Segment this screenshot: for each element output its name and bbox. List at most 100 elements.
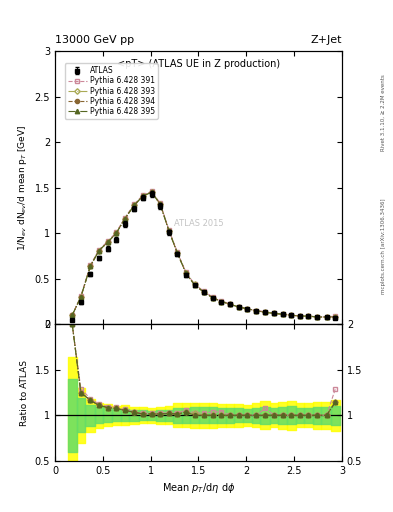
Pythia 6.428 394 bbox=[114, 230, 119, 237]
Pythia 6.428 394 bbox=[333, 314, 338, 320]
Pythia 6.428 391 bbox=[298, 313, 302, 319]
Pythia 6.428 395 bbox=[132, 202, 137, 208]
Pythia 6.428 393 bbox=[315, 314, 320, 320]
Pythia 6.428 391 bbox=[236, 304, 241, 310]
Pythia 6.428 391 bbox=[97, 247, 101, 253]
Text: mcplots.cern.ch [arXiv:1306.3436]: mcplots.cern.ch [arXiv:1306.3436] bbox=[381, 198, 386, 293]
Pythia 6.428 391 bbox=[324, 314, 329, 320]
Pythia 6.428 391 bbox=[79, 293, 83, 299]
Pythia 6.428 393 bbox=[236, 304, 241, 310]
Pythia 6.428 394 bbox=[236, 304, 241, 310]
Pythia 6.428 395 bbox=[123, 216, 127, 222]
Pythia 6.428 394 bbox=[132, 202, 137, 208]
Pythia 6.428 393 bbox=[202, 289, 207, 295]
Pythia 6.428 394 bbox=[253, 308, 258, 314]
Pythia 6.428 393 bbox=[306, 313, 311, 319]
Pythia 6.428 391 bbox=[132, 201, 137, 207]
Pythia 6.428 393 bbox=[167, 227, 171, 233]
Pythia 6.428 393 bbox=[228, 301, 232, 307]
Pythia 6.428 395 bbox=[289, 312, 294, 318]
Pythia 6.428 393 bbox=[141, 193, 145, 199]
Pythia 6.428 395 bbox=[158, 201, 163, 207]
Pythia 6.428 395 bbox=[253, 308, 258, 314]
Pythia 6.428 393 bbox=[97, 247, 101, 253]
Pythia 6.428 391 bbox=[263, 308, 268, 314]
Pythia 6.428 394 bbox=[211, 295, 215, 301]
Pythia 6.428 391 bbox=[192, 281, 197, 287]
Pythia 6.428 395 bbox=[280, 311, 285, 317]
Line: Pythia 6.428 394: Pythia 6.428 394 bbox=[70, 190, 337, 319]
Pythia 6.428 394 bbox=[184, 270, 188, 276]
Pythia 6.428 395 bbox=[175, 250, 180, 257]
Pythia 6.428 393 bbox=[333, 314, 338, 320]
Pythia 6.428 391 bbox=[175, 249, 180, 255]
Pythia 6.428 393 bbox=[263, 309, 268, 315]
Pythia 6.428 393 bbox=[298, 313, 302, 319]
Pythia 6.428 395 bbox=[70, 312, 75, 318]
Pythia 6.428 395 bbox=[88, 263, 93, 269]
Y-axis label: 1/N$_{ev}$ dN$_{ev}$/d mean p$_{T}$ [GeV]: 1/N$_{ev}$ dN$_{ev}$/d mean p$_{T}$ [GeV… bbox=[16, 124, 29, 251]
Pythia 6.428 395 bbox=[219, 298, 224, 305]
Pythia 6.428 393 bbox=[272, 310, 276, 316]
Pythia 6.428 391 bbox=[123, 215, 127, 221]
Pythia 6.428 395 bbox=[315, 314, 320, 320]
Pythia 6.428 393 bbox=[184, 270, 188, 276]
Pythia 6.428 391 bbox=[272, 310, 276, 316]
Pythia 6.428 391 bbox=[184, 269, 188, 275]
Pythia 6.428 395 bbox=[149, 189, 154, 196]
Pythia 6.428 391 bbox=[289, 312, 294, 318]
Pythia 6.428 393 bbox=[88, 263, 93, 269]
Pythia 6.428 391 bbox=[70, 312, 75, 318]
Pythia 6.428 394 bbox=[70, 312, 75, 318]
Pythia 6.428 394 bbox=[105, 239, 110, 245]
Pythia 6.428 391 bbox=[280, 311, 285, 317]
Pythia 6.428 393 bbox=[105, 239, 110, 245]
Pythia 6.428 394 bbox=[228, 301, 232, 307]
Pythia 6.428 393 bbox=[245, 306, 250, 312]
Line: Pythia 6.428 393: Pythia 6.428 393 bbox=[70, 190, 337, 319]
Pythia 6.428 393 bbox=[70, 312, 75, 318]
Pythia 6.428 394 bbox=[289, 312, 294, 318]
Pythia 6.428 394 bbox=[88, 263, 93, 269]
Line: Pythia 6.428 391: Pythia 6.428 391 bbox=[70, 189, 337, 319]
Pythia 6.428 391 bbox=[105, 239, 110, 245]
Text: <pT> (ATLAS UE in Z production): <pT> (ATLAS UE in Z production) bbox=[117, 59, 280, 70]
Legend: ATLAS, Pythia 6.428 391, Pythia 6.428 393, Pythia 6.428 394, Pythia 6.428 395: ATLAS, Pythia 6.428 391, Pythia 6.428 39… bbox=[64, 63, 158, 119]
Pythia 6.428 393 bbox=[289, 312, 294, 318]
Line: Pythia 6.428 395: Pythia 6.428 395 bbox=[70, 190, 338, 319]
Pythia 6.428 395 bbox=[245, 306, 250, 312]
Pythia 6.428 394 bbox=[141, 193, 145, 199]
Pythia 6.428 394 bbox=[245, 306, 250, 312]
Pythia 6.428 394 bbox=[263, 309, 268, 315]
Pythia 6.428 394 bbox=[79, 294, 83, 300]
Text: Rivet 3.1.10, ≥ 2.2M events: Rivet 3.1.10, ≥ 2.2M events bbox=[381, 74, 386, 151]
Pythia 6.428 391 bbox=[88, 262, 93, 268]
Text: ATLAS 2015: ATLAS 2015 bbox=[174, 219, 223, 228]
Pythia 6.428 395 bbox=[236, 304, 241, 310]
Pythia 6.428 393 bbox=[253, 308, 258, 314]
Pythia 6.428 394 bbox=[298, 313, 302, 319]
Pythia 6.428 395 bbox=[272, 310, 276, 316]
Pythia 6.428 394 bbox=[280, 311, 285, 317]
Pythia 6.428 393 bbox=[132, 202, 137, 208]
Pythia 6.428 394 bbox=[158, 201, 163, 207]
Text: Z+Jet: Z+Jet bbox=[310, 35, 342, 45]
Pythia 6.428 391 bbox=[228, 301, 232, 307]
Pythia 6.428 391 bbox=[211, 294, 215, 300]
Pythia 6.428 394 bbox=[97, 247, 101, 253]
Pythia 6.428 394 bbox=[315, 314, 320, 320]
Pythia 6.428 395 bbox=[324, 314, 329, 320]
Pythia 6.428 395 bbox=[298, 313, 302, 319]
Pythia 6.428 393 bbox=[280, 311, 285, 317]
Pythia 6.428 395 bbox=[97, 247, 101, 253]
Pythia 6.428 391 bbox=[245, 306, 250, 312]
Pythia 6.428 394 bbox=[272, 310, 276, 316]
Pythia 6.428 395 bbox=[333, 314, 338, 320]
Pythia 6.428 394 bbox=[324, 314, 329, 320]
Pythia 6.428 391 bbox=[141, 192, 145, 198]
Pythia 6.428 394 bbox=[219, 298, 224, 305]
Pythia 6.428 393 bbox=[192, 281, 197, 287]
X-axis label: Mean $p_{T}$/d$\eta$ d$\phi$: Mean $p_{T}$/d$\eta$ d$\phi$ bbox=[162, 481, 235, 495]
Pythia 6.428 391 bbox=[114, 229, 119, 236]
Pythia 6.428 394 bbox=[202, 289, 207, 295]
